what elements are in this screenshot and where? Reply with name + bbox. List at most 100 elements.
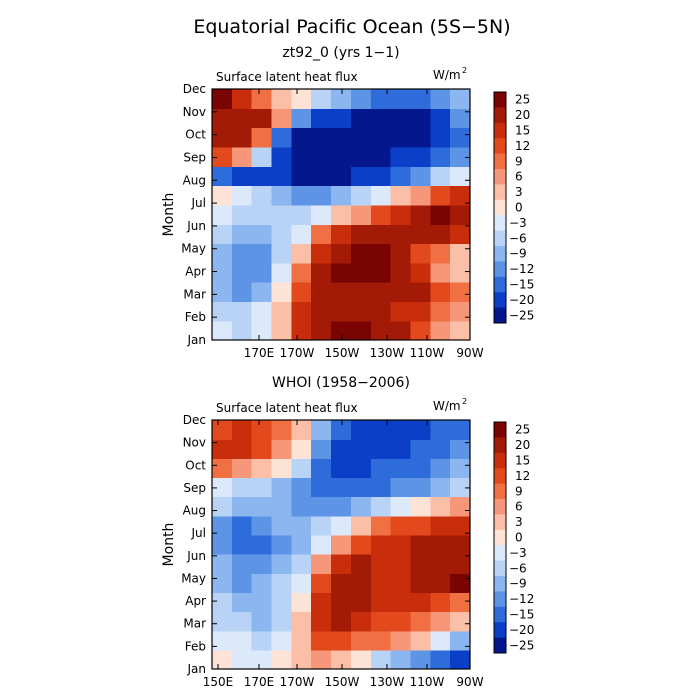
heatmap-cell bbox=[430, 146, 451, 167]
heatmap-cell bbox=[251, 477, 273, 498]
x-tick-label: 170W bbox=[280, 675, 315, 689]
heatmap-cell bbox=[212, 534, 233, 555]
heatmap-cell bbox=[331, 649, 352, 670]
heatmap-cell bbox=[231, 611, 253, 632]
colorbar-label: 0 bbox=[515, 531, 523, 545]
heatmap-cell bbox=[331, 534, 352, 555]
heatmap-cell bbox=[212, 477, 233, 498]
heatmap-cell bbox=[410, 649, 431, 670]
heatmap-cell bbox=[430, 554, 451, 574]
heatmap-cell bbox=[251, 301, 273, 322]
heatmap-cell bbox=[271, 554, 292, 574]
heatmap-cell bbox=[231, 534, 253, 555]
heatmap-cell bbox=[331, 146, 352, 167]
heatmap-cell bbox=[271, 420, 292, 440]
heatmap-cell bbox=[271, 108, 292, 129]
colorbar-swatch bbox=[494, 452, 506, 469]
heatmap-cell bbox=[271, 439, 292, 459]
heatmap-cell bbox=[251, 439, 273, 459]
heatmap-cell bbox=[350, 649, 372, 670]
heatmap-cell bbox=[231, 649, 253, 670]
heatmap-cell bbox=[430, 108, 451, 129]
heatmap-cell bbox=[390, 630, 412, 651]
heatmap-cell bbox=[410, 262, 431, 283]
heatmap-cell bbox=[390, 515, 412, 536]
heatmap-cell bbox=[291, 243, 312, 264]
heatmap-cell bbox=[350, 534, 372, 555]
heatmap-cell bbox=[311, 243, 332, 264]
heatmap-cell bbox=[311, 185, 332, 206]
heatmap-cell bbox=[331, 301, 352, 322]
heatmap-cell bbox=[390, 420, 412, 440]
heatmap-cell bbox=[350, 573, 372, 593]
colorbar-swatch bbox=[494, 122, 506, 139]
heatmap-cell bbox=[390, 204, 412, 225]
x-tick-label: 110W bbox=[410, 675, 445, 689]
colorbar-swatch bbox=[494, 637, 506, 654]
heatmap-cell bbox=[350, 458, 372, 479]
colorbar-swatch bbox=[494, 514, 506, 531]
y-tick-label: Nov bbox=[183, 105, 206, 119]
heatmap-cell bbox=[212, 89, 233, 109]
heatmap-cell bbox=[311, 649, 332, 670]
heatmap-cell bbox=[430, 243, 451, 264]
heatmap-cell bbox=[350, 89, 372, 109]
heatmap-cell bbox=[331, 166, 352, 187]
heatmap-cell bbox=[251, 185, 273, 206]
heatmap-cell bbox=[331, 554, 352, 574]
heatmap-cell bbox=[231, 301, 253, 322]
heatmap-cell bbox=[251, 554, 273, 574]
colorbar-swatch bbox=[494, 437, 506, 454]
heatmap-cell bbox=[311, 515, 332, 536]
heatmap-cell bbox=[430, 224, 451, 245]
heatmap-cell bbox=[450, 630, 471, 651]
heatmap-cell bbox=[331, 262, 352, 283]
y-tick-label: Feb bbox=[185, 639, 206, 653]
heatmap-cell bbox=[450, 185, 471, 206]
heatmap-cell bbox=[350, 282, 372, 302]
heatmap-cell bbox=[450, 649, 471, 670]
heatmap-cell bbox=[370, 243, 392, 264]
heatmap-cell bbox=[231, 166, 253, 187]
heatmap-cell bbox=[370, 496, 392, 517]
heatmap-cell bbox=[350, 320, 372, 341]
heatmap-cell bbox=[350, 108, 372, 129]
heatmap-cell bbox=[331, 243, 352, 264]
heatmap-cell bbox=[311, 108, 332, 129]
plot-frame bbox=[211, 88, 471, 341]
x-tick-label: 130W bbox=[370, 675, 405, 689]
heatmap-cell bbox=[370, 224, 392, 245]
heatmap-cell bbox=[251, 282, 273, 302]
heatmap-cell bbox=[350, 185, 372, 206]
y-tick-label: Mar bbox=[183, 617, 206, 631]
heatmap-cell bbox=[271, 496, 292, 517]
heatmap-cell bbox=[370, 166, 392, 187]
heatmap-cell bbox=[450, 224, 471, 245]
heatmap-cell bbox=[331, 89, 352, 109]
heatmap-cell bbox=[410, 108, 431, 129]
heatmap-cell bbox=[410, 592, 431, 613]
units-exponent: 2 bbox=[462, 397, 467, 406]
heatmap-cell bbox=[390, 108, 412, 129]
heatmap-cell bbox=[410, 515, 431, 536]
heatmap-cell bbox=[311, 282, 332, 302]
heatmap-cell bbox=[311, 439, 332, 459]
heatmap-cell bbox=[271, 146, 292, 167]
colorbar-swatch bbox=[494, 107, 506, 124]
heatmap-cell bbox=[251, 224, 273, 245]
heatmap-cell bbox=[311, 592, 332, 613]
heatmap-cell bbox=[271, 166, 292, 187]
heatmap-cell bbox=[350, 439, 372, 459]
colorbar-swatch bbox=[494, 246, 506, 262]
heatmap-cell bbox=[311, 301, 332, 322]
heatmap-cell bbox=[212, 592, 233, 613]
heatmap-cell bbox=[291, 204, 312, 225]
heatmap-cell bbox=[430, 592, 451, 613]
heatmap-cell bbox=[410, 458, 431, 479]
heatmap-cell bbox=[231, 554, 253, 574]
heatmap-cell bbox=[450, 496, 471, 517]
heatmap-cell bbox=[291, 630, 312, 651]
heatmap-cell bbox=[212, 262, 233, 283]
heatmap-cell bbox=[370, 420, 392, 440]
